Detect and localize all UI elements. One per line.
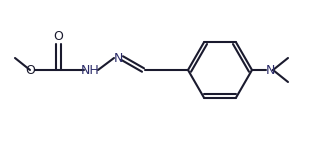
Text: O: O bbox=[25, 64, 35, 77]
Text: O: O bbox=[53, 30, 63, 42]
Text: NH: NH bbox=[80, 64, 99, 77]
Text: N: N bbox=[265, 64, 275, 77]
Text: N: N bbox=[113, 51, 123, 65]
